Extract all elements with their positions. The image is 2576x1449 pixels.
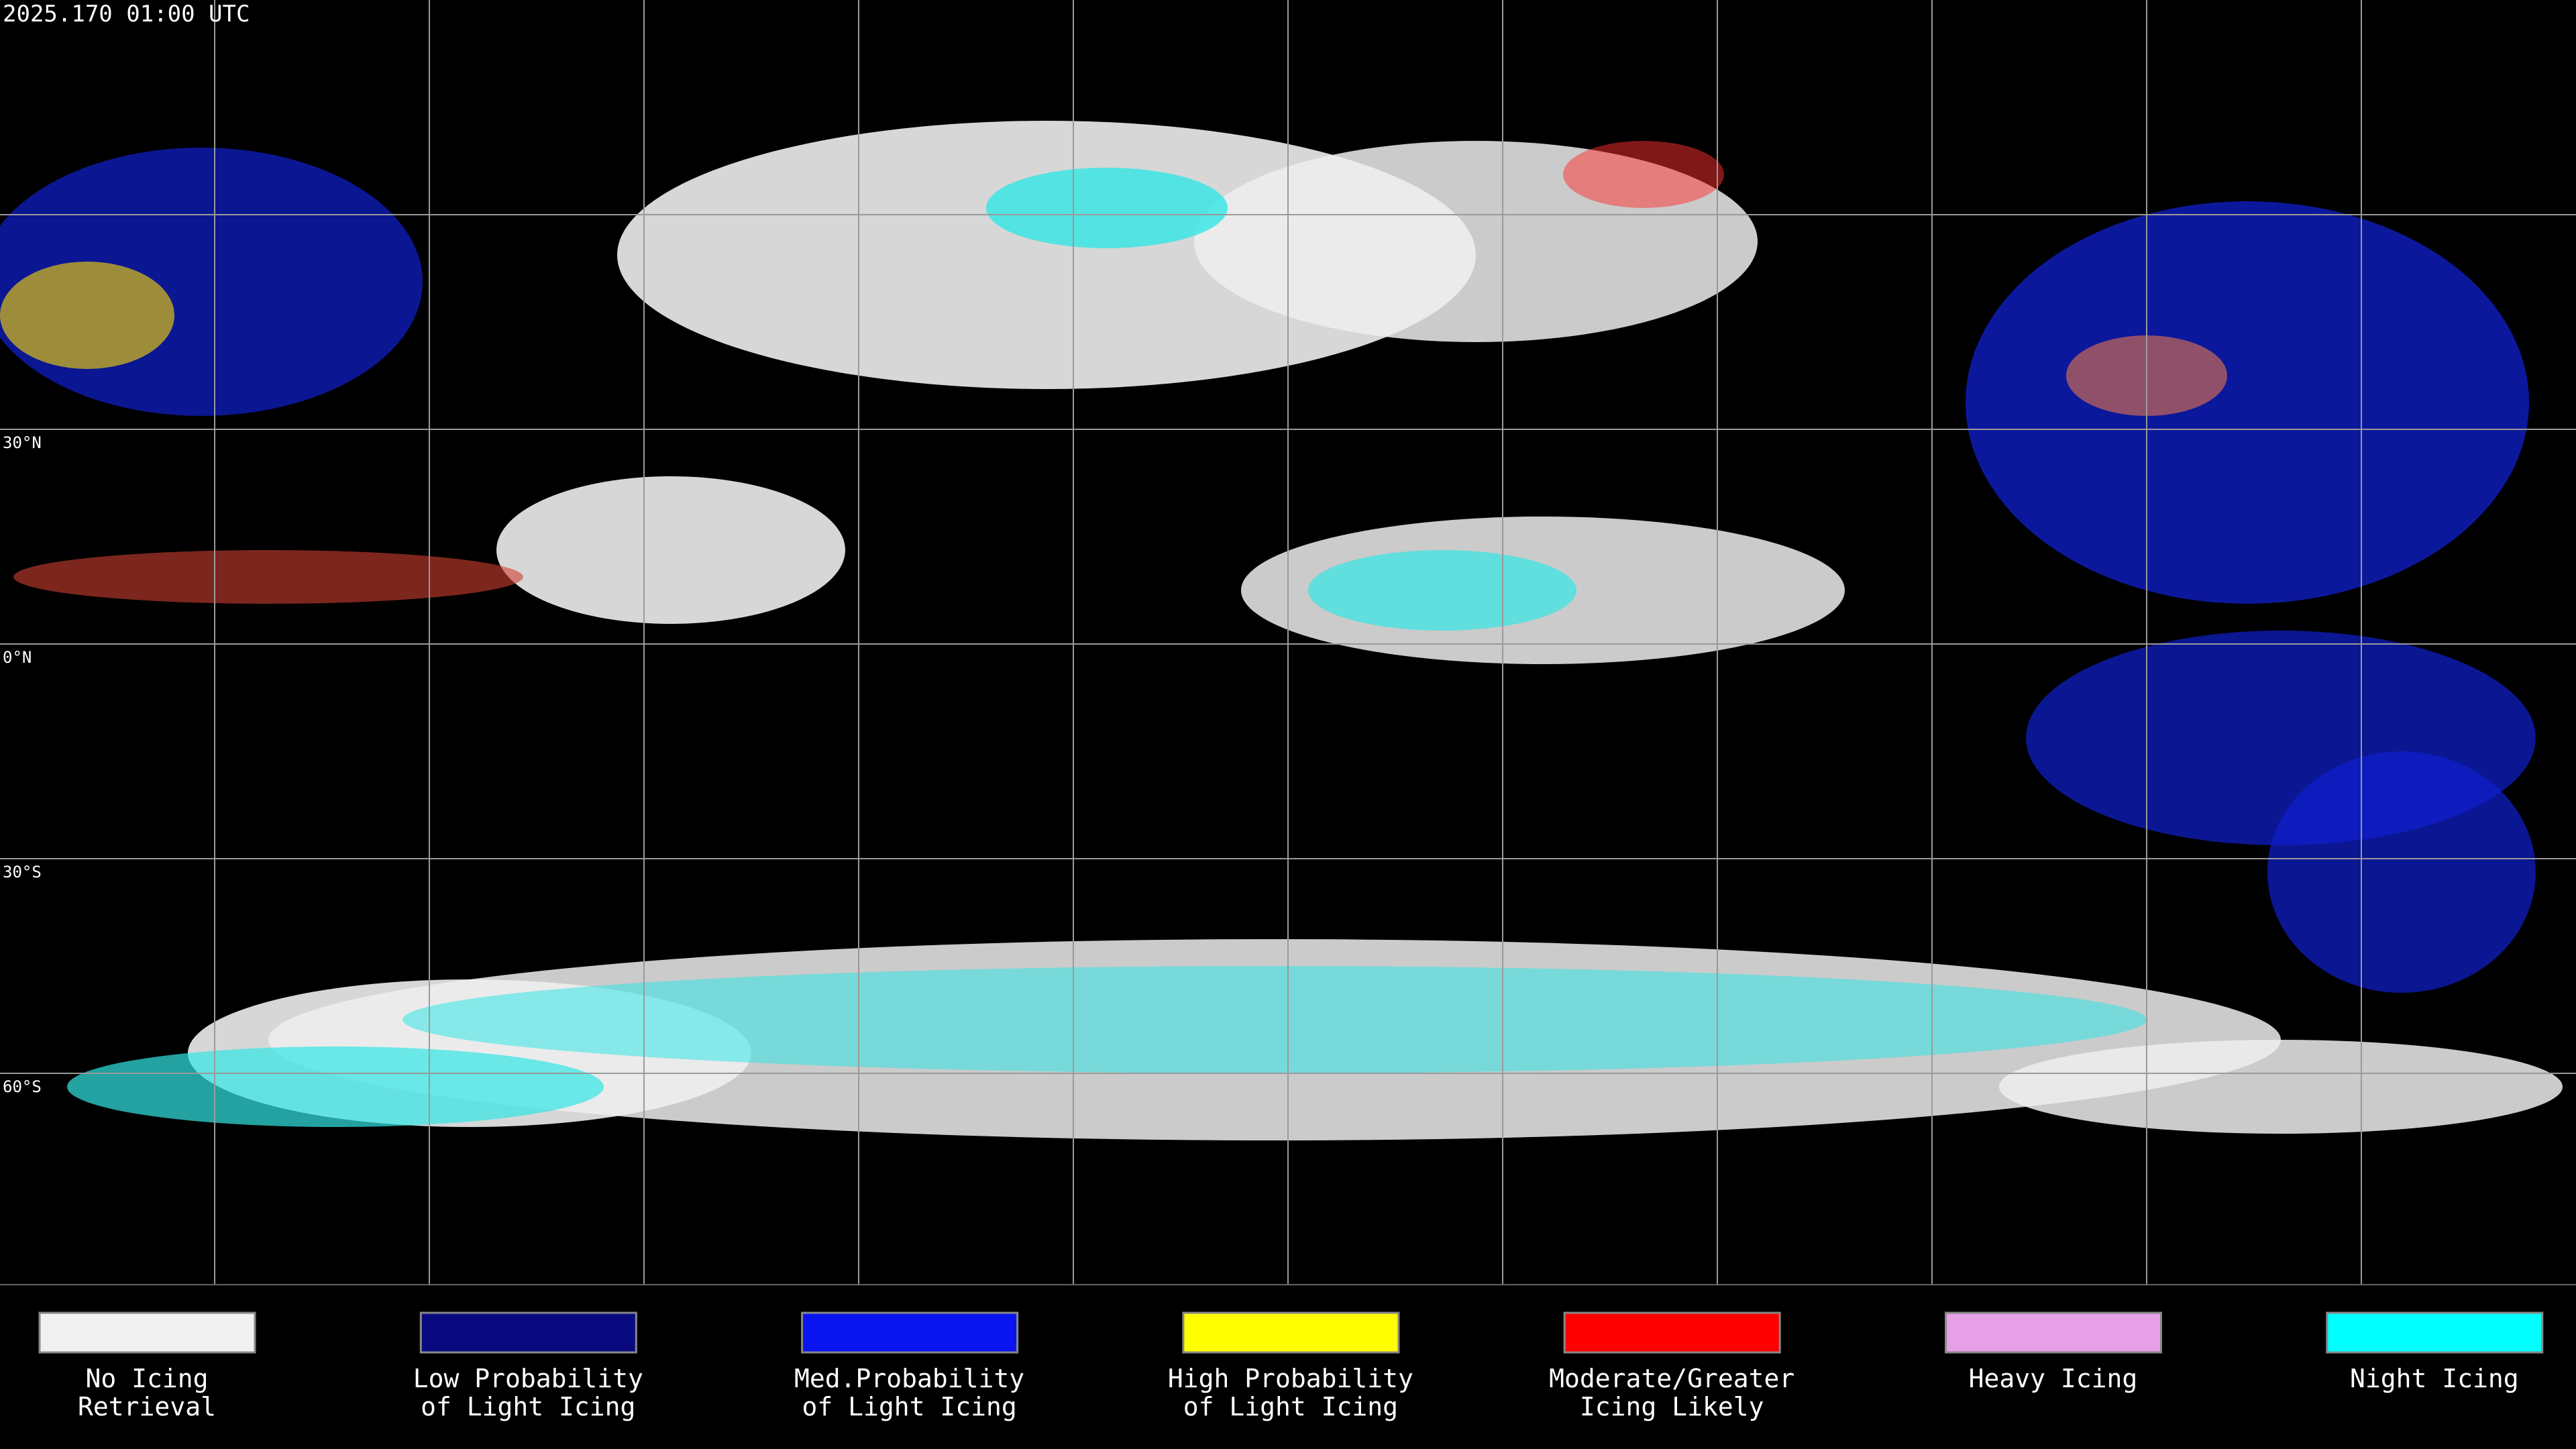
legend-label: Heavy Icing (1969, 1364, 2138, 1393)
cloud-cover (0, 121, 2563, 1140)
legend-label: No Icing (85, 1364, 208, 1393)
latitude-label: 60°S (3, 1077, 42, 1096)
legend-swatch (2326, 1311, 2544, 1354)
legend-label: of Light Icing (1183, 1392, 1398, 1421)
legend-label: of Light Icing (802, 1392, 1016, 1421)
legend-label: Med.Probability (794, 1364, 1024, 1393)
legend-swatch (801, 1311, 1019, 1354)
latitude-label: 0°N (3, 648, 32, 667)
legend-swatch (1182, 1311, 1400, 1354)
legend-label: Retrieval (78, 1392, 216, 1421)
legend-swatch (1945, 1311, 2162, 1354)
graticule (0, 0, 2576, 1285)
latitude-labels: 30°N 0°N 30°S 60°S (3, 433, 42, 1096)
legend-label: Moderate/Greater (1549, 1364, 1794, 1393)
latitude-label: 30°S (3, 863, 42, 881)
legend-label: Low Probability (413, 1364, 643, 1393)
legend-swatch (419, 1311, 637, 1354)
legend-swatch (1563, 1311, 1781, 1354)
legend-label: Icing Likely (1580, 1392, 1764, 1421)
latitude-label: 30°N (3, 433, 42, 452)
legend-label: Night Icing (2350, 1364, 2519, 1393)
legend-label: of Light Icing (421, 1392, 635, 1421)
icing-map (0, 121, 2563, 1140)
timestamp: 2025.170 01:00 UTC (3, 1, 250, 28)
legend-label: High Probability (1168, 1364, 1413, 1393)
legend-swatch (38, 1311, 256, 1354)
